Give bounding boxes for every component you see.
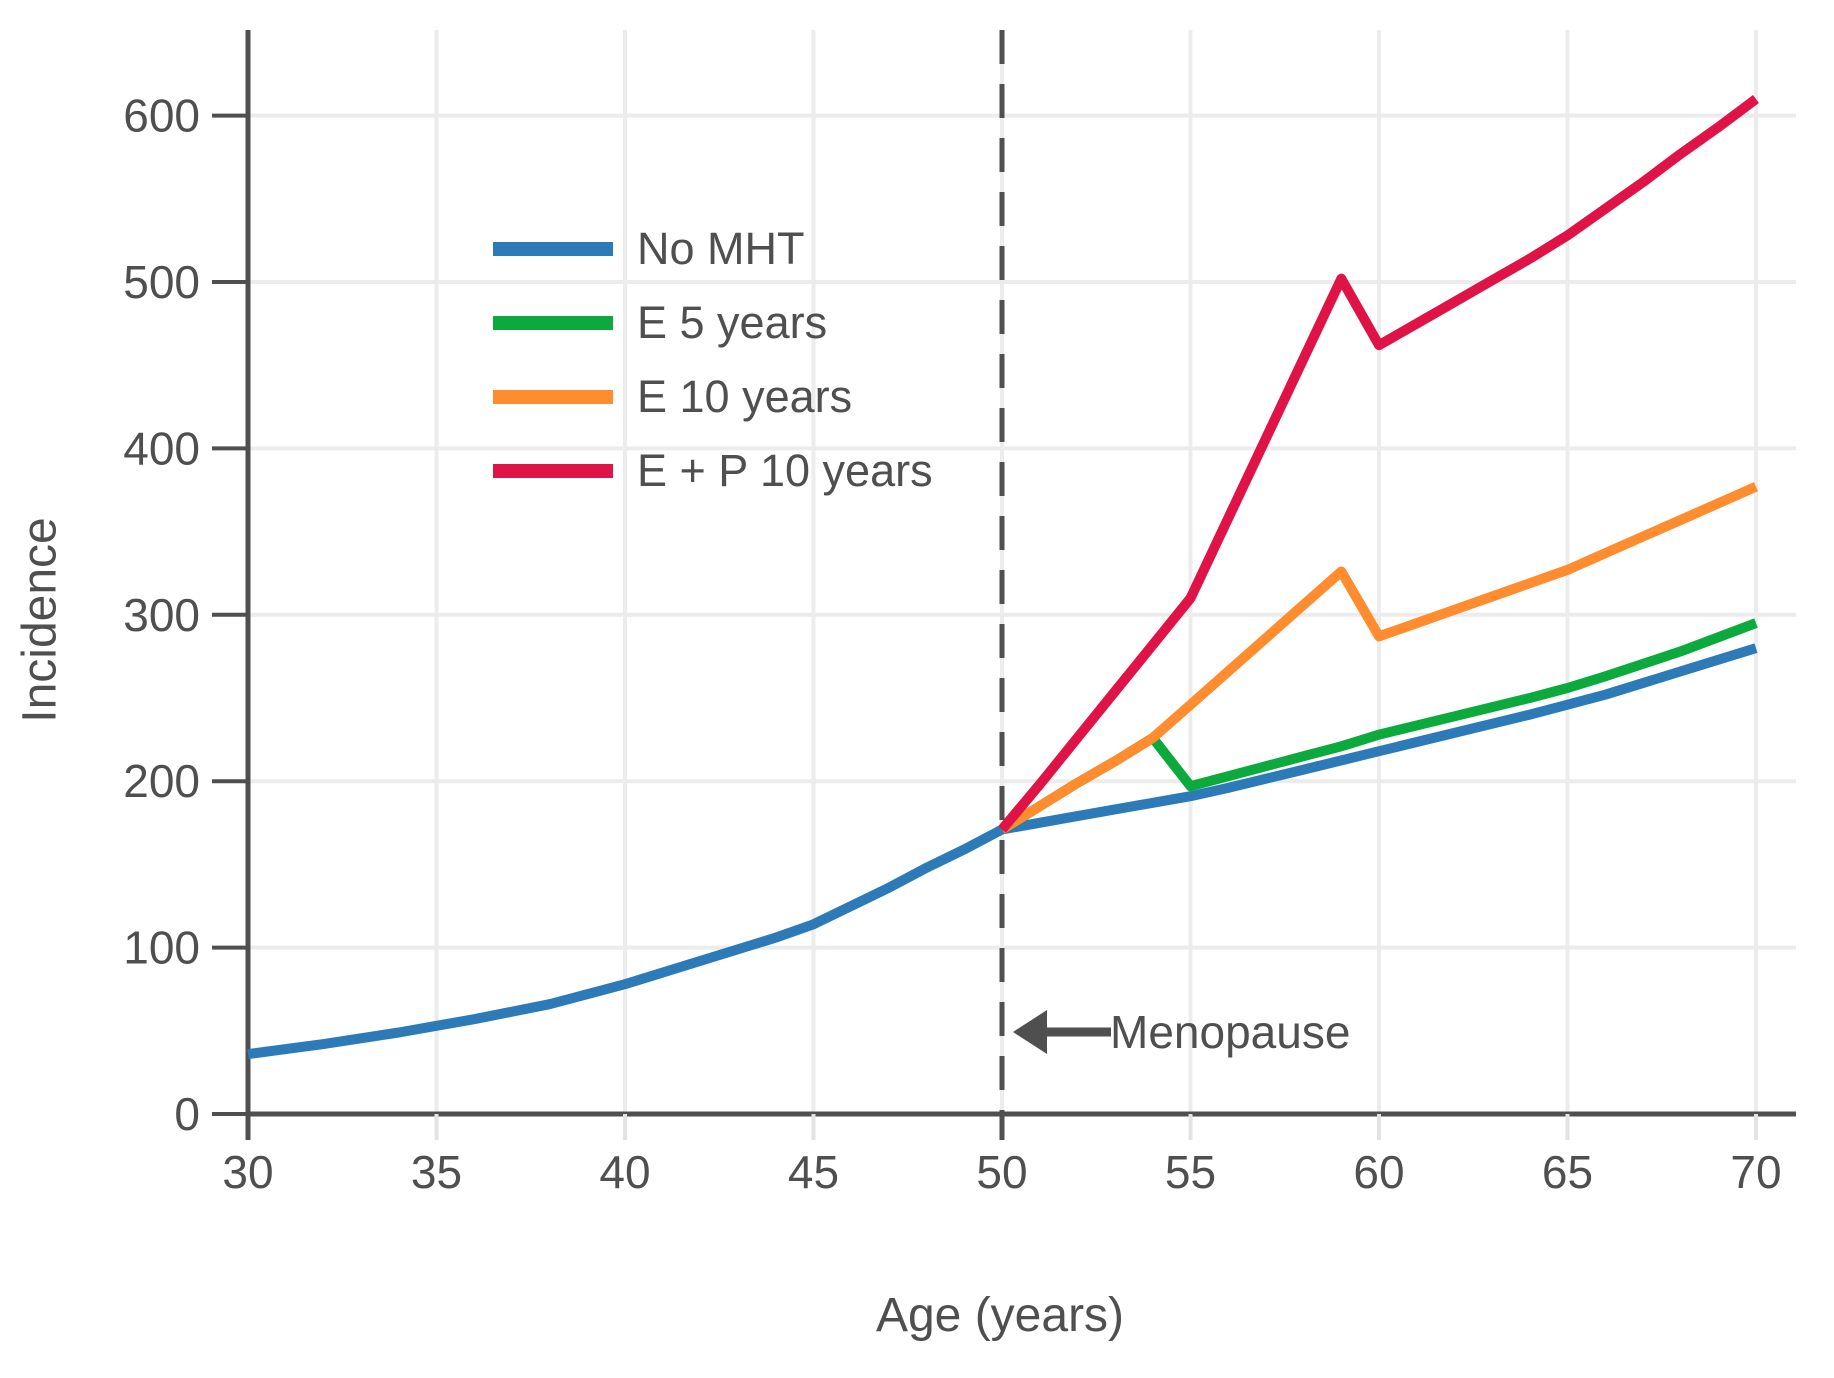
legend-item-no-mht: No MHT bbox=[493, 212, 933, 286]
x-tick-label-35: 35 bbox=[411, 1146, 462, 1198]
series-layer bbox=[247, 94, 1759, 1060]
series-line-e-10-years bbox=[999, 482, 1759, 834]
legend-swatch-e-10-years bbox=[493, 390, 613, 404]
x-tick-label-40: 40 bbox=[599, 1146, 650, 1198]
y-tick-label-600: 600 bbox=[123, 90, 200, 142]
legend-swatch-e-5-years bbox=[493, 316, 613, 330]
axis-layer bbox=[212, 30, 1796, 1140]
tick-label-layer: 0 100 200 300 400 500 600 30 35 40 45 50 55 60 65 70 bbox=[123, 90, 1781, 1198]
y-tick-label-0: 0 bbox=[174, 1088, 200, 1140]
legend-item-e-p-10-years: E + P 10 years bbox=[493, 434, 933, 508]
y-tick-label-100: 100 bbox=[123, 922, 200, 974]
x-tick-label-30: 30 bbox=[222, 1146, 273, 1198]
x-tick-label-60: 60 bbox=[1353, 1146, 1404, 1198]
legend-swatch-e-p-10-years bbox=[493, 464, 613, 478]
menopause-annotation: Menopause bbox=[1013, 1006, 1350, 1058]
y-tick-label-400: 400 bbox=[123, 422, 200, 474]
x-tick-label-65: 65 bbox=[1542, 1146, 1593, 1198]
y-tick-label-500: 500 bbox=[123, 256, 200, 308]
x-tick-label-70: 70 bbox=[1730, 1146, 1781, 1198]
x-axis-title: Age (years) bbox=[875, 1289, 1125, 1342]
x-tick-label-45: 45 bbox=[788, 1146, 839, 1198]
y-tick-label-300: 300 bbox=[123, 589, 200, 641]
y-axis-title: Incidence bbox=[13, 517, 67, 723]
x-tick-label-50: 50 bbox=[976, 1146, 1027, 1198]
series-line-no-mht bbox=[247, 643, 1758, 1060]
x-tick-label-55: 55 bbox=[1165, 1146, 1216, 1198]
legend-label-e-p-10-years: E + P 10 years bbox=[637, 445, 933, 496]
legend-swatch-no-mht bbox=[493, 242, 613, 256]
menopause-arrow-icon bbox=[1013, 1010, 1111, 1054]
arrow-head bbox=[1013, 1010, 1047, 1054]
legend-item-e-5-years: E 5 years bbox=[493, 286, 933, 360]
legend-label-e-10-years: E 10 years bbox=[637, 371, 853, 422]
y-tick-label-200: 200 bbox=[123, 755, 200, 807]
series-line-e-p-10-years bbox=[998, 94, 1759, 833]
menopause-annotation-text: Menopause bbox=[1110, 1006, 1350, 1058]
legend-item-e-10-years: E 10 years bbox=[493, 360, 933, 434]
legend-label-e-5-years: E 5 years bbox=[637, 297, 828, 348]
legend-label-no-mht: No MHT bbox=[637, 223, 805, 274]
chart-legend: No MHT E 5 years E 10 years E + P 10 yea… bbox=[493, 212, 933, 508]
